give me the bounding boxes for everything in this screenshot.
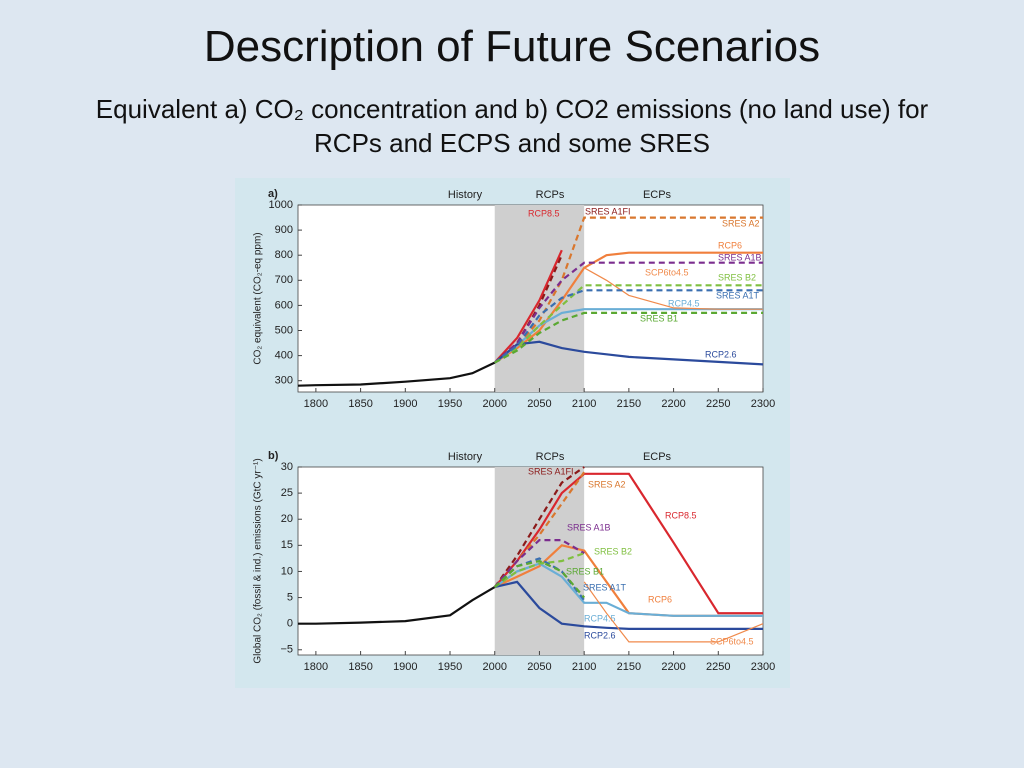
y-tick-label: 15 (281, 539, 293, 551)
x-tick-label: 2000 (482, 398, 506, 410)
x-tick-label: 2250 (706, 661, 730, 673)
period-label: History (448, 189, 483, 201)
y-tick-label: 600 (275, 299, 293, 311)
panel-label: a) (268, 188, 278, 200)
series-line (493, 249, 563, 364)
series-line (493, 472, 763, 615)
y-tick-label: 500 (275, 324, 293, 336)
series-line (297, 361, 496, 387)
y-tick-label: 800 (275, 249, 293, 261)
y-tick-label: 400 (275, 350, 293, 362)
y-tick-label: −5 (280, 644, 293, 656)
x-tick-label: 2200 (661, 398, 685, 410)
series-label: RCP8.5 (528, 208, 560, 218)
series-line (494, 562, 763, 617)
period-label: RCPs (536, 451, 565, 463)
y-tick-label: 5 (287, 591, 293, 603)
x-tick-label: 2050 (527, 661, 551, 673)
x-tick-label: 1800 (304, 661, 328, 673)
series-label: SRES A1FI (528, 466, 574, 476)
x-tick-label: 1850 (348, 398, 372, 410)
panel-label: b) (268, 450, 279, 462)
x-tick-label: 2300 (751, 661, 775, 673)
period-label: History (448, 451, 483, 463)
series-label: SRES B1 (640, 313, 678, 323)
series-label: SRES B1 (566, 566, 604, 576)
slide-title: Description of Future Scenarios (203, 22, 821, 71)
series-line (494, 284, 763, 364)
series-label: SCP6to4.5 (645, 267, 689, 277)
series-label: SRES B2 (718, 272, 756, 282)
x-tick-label: 2200 (661, 661, 685, 673)
series-line (494, 311, 763, 364)
x-tick-label: 2000 (482, 661, 506, 673)
series-line (494, 552, 585, 589)
series-label: RCP2.6 (584, 630, 616, 640)
series-label: RCP6 (718, 240, 742, 250)
y-tick-label: 700 (275, 274, 293, 286)
y-tick-label: 30 (281, 461, 293, 473)
x-tick-label: 2050 (527, 398, 551, 410)
y-tick-label: 300 (275, 375, 293, 387)
x-tick-label: 2150 (617, 398, 641, 410)
series-label: SRES A1B (718, 252, 762, 262)
series-label: RCP8.5 (665, 510, 697, 520)
series-label: RCP4.5 (584, 613, 616, 623)
series-line (493, 261, 763, 364)
period-label: RCPs (536, 189, 565, 201)
series-line (298, 586, 496, 625)
series-line (494, 580, 763, 630)
series-line (493, 466, 585, 588)
series-label: SRES A1T (716, 290, 760, 300)
y-tick-label: 900 (275, 224, 293, 236)
slide-subtitle: Equivalent a) CO₂ concentration and b) C… (95, 94, 929, 158)
x-tick-label: 2100 (572, 661, 596, 673)
series-label: RCP2.6 (705, 349, 737, 359)
series-label: SRES B2 (594, 546, 632, 556)
y-tick-label: 20 (281, 513, 293, 525)
series-line (583, 581, 764, 643)
series-label: SRES A1B (567, 522, 611, 532)
y-axis-label: Global CO₂ (fossil & ind.) emissions (Gt… (253, 458, 264, 663)
period-label: ECPs (643, 189, 672, 201)
y-tick-label: 10 (281, 565, 293, 577)
period-label: ECPs (643, 451, 672, 463)
x-tick-label: 2150 (617, 661, 641, 673)
series-label: SRES A1T (583, 582, 627, 592)
series-line (493, 559, 586, 599)
series-line (583, 267, 763, 310)
x-tick-label: 1800 (304, 398, 328, 410)
series-label: SRES A2 (588, 479, 626, 489)
series-label: RCP6 (648, 594, 672, 604)
x-tick-label: 1850 (348, 661, 372, 673)
y-tick-label: 25 (281, 487, 293, 499)
series-label: SRES A2 (722, 218, 760, 228)
series-line (494, 216, 763, 364)
series-line (493, 539, 585, 588)
x-tick-label: 1950 (438, 661, 462, 673)
x-tick-label: 2100 (572, 398, 596, 410)
y-axis-label: CO₂ equivalent (CO₂-eq ppm) (253, 232, 264, 364)
x-tick-label: 1900 (393, 661, 417, 673)
series-label: SRES A1FI (585, 206, 631, 216)
series-line (494, 251, 763, 364)
y-tick-label: 1000 (269, 199, 293, 211)
series-line (494, 340, 764, 366)
x-tick-label: 1950 (438, 398, 462, 410)
x-tick-label: 2250 (706, 398, 730, 410)
x-tick-label: 2300 (751, 398, 775, 410)
series-label: RCP4.5 (668, 298, 700, 308)
y-tick-label: 0 (287, 618, 293, 630)
series-label: SCP6to4.5 (710, 636, 754, 646)
x-tick-label: 1900 (393, 398, 417, 410)
